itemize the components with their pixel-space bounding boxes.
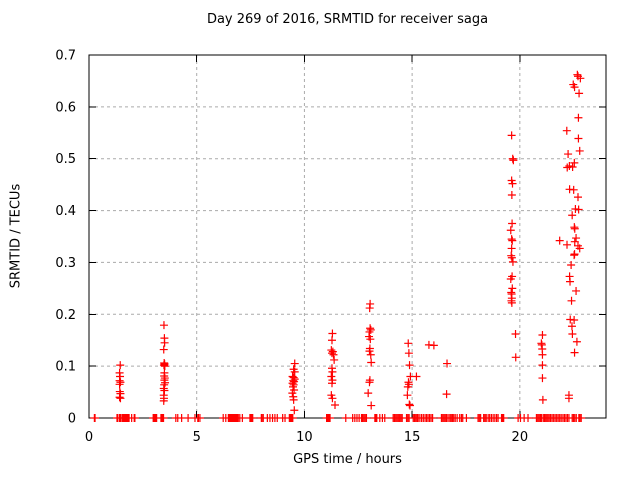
x-axis-label: GPS time / hours: [293, 452, 402, 467]
x-tick-label: 10: [296, 430, 313, 445]
y-tick-label: 0: [68, 412, 76, 427]
y-tick-label: 0.7: [55, 49, 76, 64]
x-tick-label: 5: [193, 430, 201, 445]
x-tick-label: 15: [404, 430, 421, 445]
y-tick-label: 0.1: [55, 360, 76, 375]
data-points: [90, 70, 586, 422]
y-tick-label: 0.6: [55, 100, 76, 115]
y-tick-label: 0.3: [55, 256, 76, 271]
x-tick-label: 0: [85, 430, 93, 445]
y-tick-label: 0.2: [55, 308, 76, 323]
chart-title: Day 269 of 2016, SRMTID for receiver sag…: [206, 12, 489, 27]
y-tick-label: 0.5: [55, 152, 76, 167]
y-tick-label: 0.4: [55, 204, 76, 219]
x-tick-label: 20: [512, 430, 529, 445]
